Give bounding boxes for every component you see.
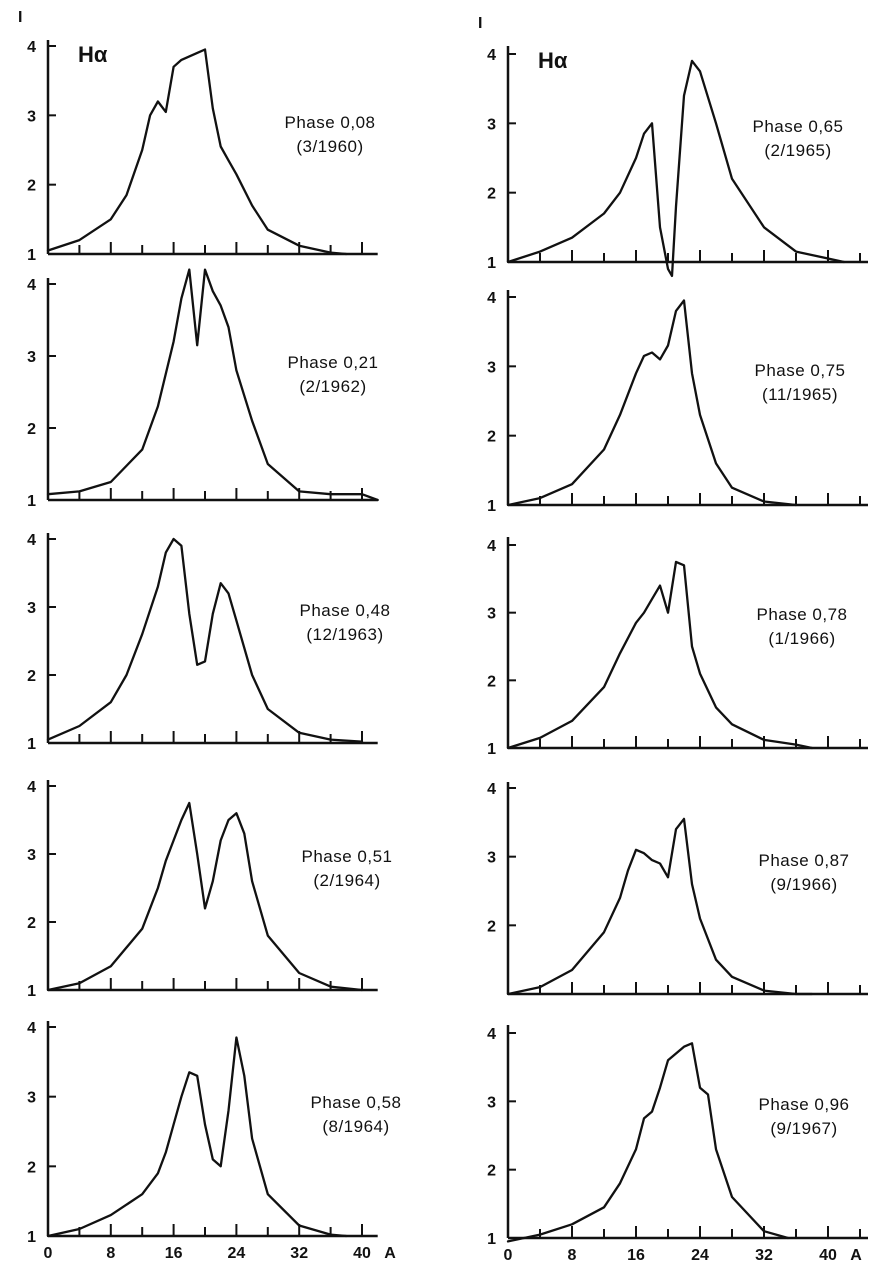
y-tick-label: 4 <box>487 47 496 64</box>
y-tick-label: 3 <box>27 1090 36 1107</box>
profile-curve <box>506 560 814 750</box>
profile-curve <box>506 817 814 996</box>
y-tick-label: 4 <box>27 277 36 294</box>
y-tick-label: 1 <box>487 498 496 515</box>
x-tick-label: 8 <box>568 1247 577 1263</box>
x-tick-label: 24 <box>691 1247 709 1263</box>
phase-label: Phase 0,58 <box>310 1093 401 1112</box>
y-tick-label: 3 <box>27 847 36 864</box>
y-tick-label: 3 <box>27 349 36 366</box>
date-label: (2/1964) <box>313 871 380 890</box>
x-tick-label: 16 <box>165 1245 183 1262</box>
y-tick-label: 1 <box>27 736 36 753</box>
y-tick-label: 3 <box>487 606 496 623</box>
y-tick-label: 2 <box>487 429 496 446</box>
y-tick-label: 2 <box>27 1159 36 1176</box>
y-tick-label: 3 <box>487 359 496 376</box>
profile-curve <box>506 1042 790 1243</box>
date-label: (2/1965) <box>764 141 831 160</box>
x-tick-label: 40 <box>353 1245 371 1262</box>
phase-label: Phase 0,51 <box>301 847 392 866</box>
profile-curve <box>46 1036 348 1238</box>
y-tick-label: 3 <box>487 1094 496 1111</box>
y-axis-label: I <box>478 15 482 32</box>
y-tick-label: 4 <box>27 39 36 56</box>
y-tick-label: 4 <box>487 290 496 307</box>
y-tick-label: 2 <box>487 918 496 935</box>
profile-curve <box>46 801 364 992</box>
profile-curve <box>506 59 846 278</box>
date-label: (12/1963) <box>306 625 383 644</box>
y-tick-label: 3 <box>27 108 36 125</box>
y-tick-label: 1 <box>487 741 496 758</box>
y-tick-label: 2 <box>27 668 36 685</box>
x-tick-label: 32 <box>290 1245 308 1262</box>
phase-label: Phase 0,96 <box>758 1095 849 1114</box>
x-unit-label: A <box>850 1247 862 1263</box>
date-label: (9/1966) <box>770 875 837 894</box>
phase-label: Phase 0,21 <box>287 353 378 372</box>
y-tick-label: 2 <box>487 673 496 690</box>
y-tick-label: 4 <box>487 781 496 798</box>
y-tick-label: 2 <box>487 186 496 203</box>
y-tick-label: 2 <box>27 178 36 195</box>
x-unit-label: A <box>384 1245 396 1262</box>
phase-label: Phase 0,48 <box>299 601 390 620</box>
y-tick-label: 3 <box>487 116 496 133</box>
profile-curve <box>46 268 379 502</box>
line-label: Hα <box>78 42 108 67</box>
y-tick-label: 2 <box>27 421 36 438</box>
y-tick-label: 2 <box>27 915 36 932</box>
date-label: (2/1962) <box>299 377 366 396</box>
x-tick-label: 0 <box>504 1247 513 1263</box>
y-tick-label: 4 <box>487 1026 496 1043</box>
line-label: Hα <box>538 48 568 73</box>
y-tick-label: 1 <box>27 493 36 510</box>
x-tick-label: 8 <box>106 1245 115 1262</box>
phase-label: Phase 0,75 <box>754 361 845 380</box>
profile-curve <box>506 299 798 507</box>
y-tick-label: 4 <box>27 779 36 796</box>
y-tick-label: 3 <box>27 600 36 617</box>
profile-curve <box>46 537 364 743</box>
x-tick-label: 40 <box>819 1247 837 1263</box>
date-label: (8/1964) <box>322 1117 389 1136</box>
y-tick-label: 4 <box>27 1020 36 1037</box>
date-label: (3/1960) <box>296 137 363 156</box>
date-label: (9/1967) <box>770 1119 837 1138</box>
phase-label: Phase 0,78 <box>756 605 847 624</box>
x-tick-label: 32 <box>755 1247 773 1263</box>
y-tick-label: 3 <box>487 850 496 867</box>
x-tick-label: 24 <box>228 1245 246 1262</box>
y-tick-label: 1 <box>27 983 36 1000</box>
date-label: (11/1965) <box>762 385 838 404</box>
y-tick-label: 2 <box>487 1163 496 1180</box>
x-tick-label: 16 <box>627 1247 645 1263</box>
y-tick-label: 4 <box>27 532 36 549</box>
y-tick-label: 1 <box>27 247 36 264</box>
profile-curve <box>46 48 348 256</box>
y-axis-label: I <box>18 9 22 26</box>
y-tick-label: 1 <box>487 1231 496 1248</box>
y-tick-label: 4 <box>487 538 496 555</box>
date-label: (1/1966) <box>768 629 835 648</box>
phase-label: Phase 0,65 <box>752 117 843 136</box>
y-tick-label: 1 <box>27 1229 36 1246</box>
x-tick-label: 0 <box>44 1245 53 1262</box>
phase-label: Phase 0,08 <box>284 113 375 132</box>
phase-label: Phase 0,87 <box>758 851 849 870</box>
y-tick-label: 1 <box>487 255 496 272</box>
